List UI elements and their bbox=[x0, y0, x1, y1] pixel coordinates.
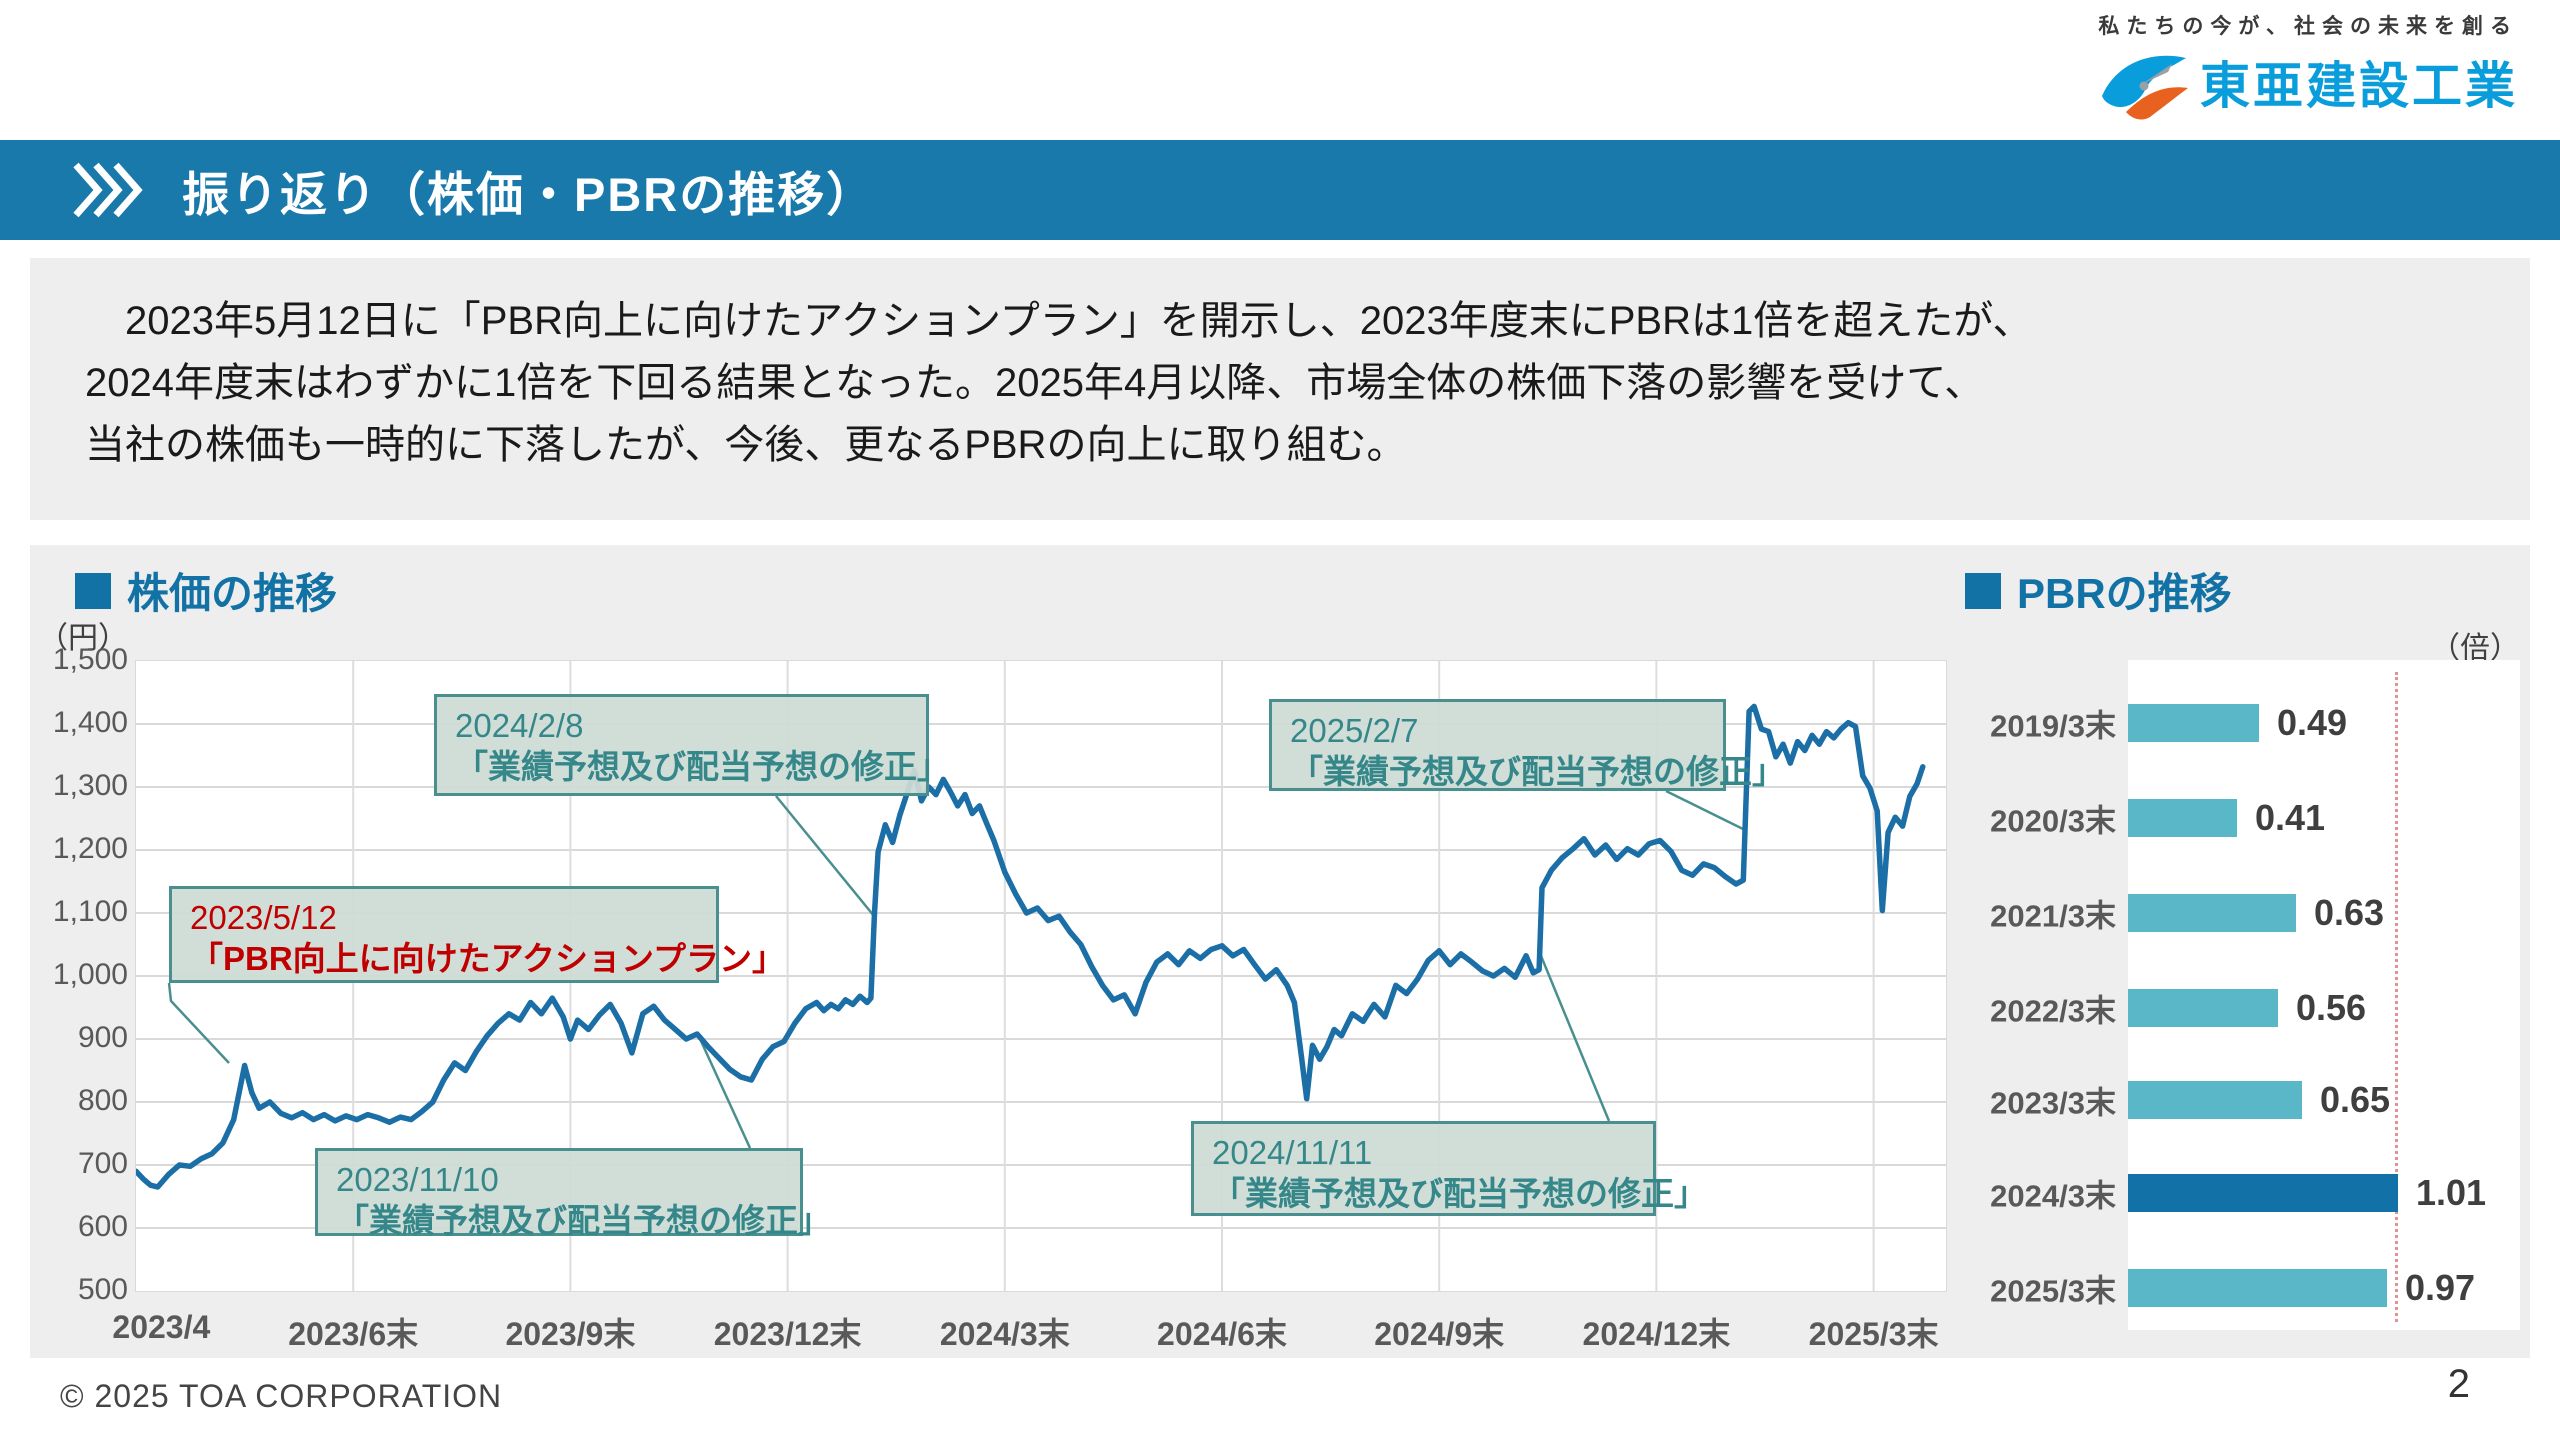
annotation-label: 「PBR向上に向けたアクションプラン」 bbox=[190, 940, 786, 978]
summary-panel: 2023年5月12日に「PBR向上に向けたアクションプラン」を開示し、2023年… bbox=[30, 258, 2530, 520]
y-axis-tick: 1,300 bbox=[52, 769, 128, 802]
annotation-date: 2023/5/12 bbox=[190, 899, 337, 936]
pbr-bar bbox=[2128, 799, 2237, 837]
pbr-category-label: 2025/3末 bbox=[1990, 1273, 2116, 1309]
annotation-date: 2025/2/7 bbox=[1290, 712, 1419, 749]
company-logo: 私たちの今が、社会の未来を創る 東亜建設工業 bbox=[2098, 10, 2518, 126]
x-axis-tick: 2023/4 bbox=[112, 1309, 211, 1345]
stock-price-plot-area: 1,500 1,400 1,300 1,200 1,100 1,000 900 800 700 6… bbox=[53, 643, 1947, 1352]
page-number: 2 bbox=[2447, 1362, 2470, 1406]
page-title: 振り返り（株価・PBRの推移） bbox=[182, 167, 876, 221]
y-axis-tick: 500 bbox=[77, 1273, 128, 1306]
pbr-bar bbox=[2128, 894, 2296, 932]
pbr-bar bbox=[2128, 989, 2278, 1027]
pbr-bar bbox=[2128, 1174, 2398, 1212]
annotation-label: 「業績予想及び配当予想の修正」 bbox=[1212, 1175, 1707, 1213]
logo-row: 東亜建設工業 bbox=[2098, 46, 2518, 126]
stock-chart-title-text: 株価の推移 bbox=[127, 570, 338, 617]
x-axis-tick: 2023/9末 bbox=[505, 1316, 636, 1352]
annotation-revision-2023-11: 2023/11/10 「業績予想及び配当予想の修正」 bbox=[315, 1148, 831, 1239]
pbr-plot-area: 0.49 0.41 0.63 0.56 0.65 1.01 0.97 bbox=[2128, 660, 2520, 1330]
pbr-category-label: 2023/3末 bbox=[1990, 1085, 2116, 1121]
pbr-bar bbox=[2128, 1269, 2387, 1307]
pbr-category-label: 2022/3末 bbox=[1990, 993, 2116, 1029]
top-band: 私たちの今が、社会の未来を創る 東亜建設工業 bbox=[0, 0, 2560, 140]
pbr-bar bbox=[2128, 704, 2259, 742]
x-axis-tick: 2023/6末 bbox=[288, 1316, 419, 1352]
pbr-category-label: 2020/3末 bbox=[1990, 803, 2116, 839]
pbr-chart-title: PBRの推移 bbox=[1965, 560, 2232, 621]
x-axis-tick: 2024/3末 bbox=[939, 1316, 1070, 1352]
annotation-revision-2025-2: 2025/2/7 「業績予想及び配当予想の修正」 bbox=[1269, 699, 1785, 791]
annotation-label: 「業績予想及び配当予想の修正」 bbox=[1290, 753, 1785, 791]
pbr-value-label: 0.65 bbox=[2320, 1079, 2391, 1120]
y-axis-tick: 1,400 bbox=[52, 706, 128, 739]
copyright: © 2025 TOA CORPORATION bbox=[60, 1378, 503, 1414]
pbr-category-label: 2021/3末 bbox=[1990, 898, 2116, 934]
pbr-chart-title-text: PBRの推移 bbox=[2017, 570, 2232, 617]
annotation-date: 2024/2/8 bbox=[455, 707, 584, 744]
pbr-value-label: 1.01 bbox=[2416, 1172, 2487, 1213]
swallow-bird-icon bbox=[2102, 55, 2188, 120]
pbr-category-label: 2024/3末 bbox=[1990, 1178, 2116, 1214]
summary-line: 2024年度末はわずかに1倍を下回る結果となった。2025年4月以降、市場全体の… bbox=[85, 361, 1985, 405]
pbr-bar bbox=[2128, 1081, 2302, 1119]
x-axis-tick: 2024/9末 bbox=[1374, 1316, 1505, 1352]
slide-title-bar: 振り返り（株価・PBRの推移） bbox=[0, 140, 2560, 240]
y-axis-tick: 600 bbox=[77, 1210, 128, 1243]
pbr-value-label: 0.97 bbox=[2405, 1267, 2476, 1308]
pbr-value-label: 0.41 bbox=[2255, 797, 2326, 838]
summary-line: 当社の株価も一時的に下落したが、今後、更なるPBRの向上に取り組む。 bbox=[85, 423, 1407, 467]
stock-price-line bbox=[136, 703, 1926, 1190]
x-axis-tick: 2023/12末 bbox=[713, 1316, 862, 1352]
annotation-revision-2024-2: 2024/2/8 「業績予想及び配当予想の修正」 bbox=[434, 694, 950, 796]
pbr-value-label: 0.49 bbox=[2277, 702, 2348, 743]
annotation-label: 「業績予想及び配当予想の修正」 bbox=[455, 748, 950, 786]
x-axis-tick: 2025/3末 bbox=[1808, 1316, 1939, 1352]
y-axis-tick: 1,200 bbox=[52, 832, 128, 865]
y-axis-tick: 900 bbox=[77, 1021, 128, 1054]
pbr-value-label: 0.56 bbox=[2296, 987, 2367, 1028]
annotation-label: 「業績予想及び配当予想の修正」 bbox=[336, 1202, 831, 1240]
y-axis-tick: 800 bbox=[77, 1084, 128, 1117]
y-axis-tick: 700 bbox=[77, 1147, 128, 1180]
logo-tagline: 私たちの今が、社会の未来を創る bbox=[2098, 15, 2518, 38]
x-axis-tick: 2024/6末 bbox=[1157, 1316, 1287, 1352]
annotation-revision-2024-11: 2024/11/11 「業績予想及び配当予想の修正」 bbox=[1191, 1121, 1707, 1216]
pbr-reference-line-1x bbox=[2395, 672, 2398, 1322]
annotation-date: 2024/11/11 bbox=[1212, 1134, 1373, 1171]
annotation-date: 2023/11/10 bbox=[336, 1161, 499, 1198]
stock-chart-unit: （円） bbox=[38, 622, 128, 655]
pbr-value-label: 0.63 bbox=[2314, 892, 2385, 933]
blue-square-bullet bbox=[75, 572, 111, 609]
charts-panel: 株価の推移 （円） 1,500 1,400 1,300 1,200 1,100 1,000… bbox=[30, 545, 2530, 1358]
annotation-action-plan: 2023/5/12 「PBR向上に向けたアクションプラン」 bbox=[169, 886, 786, 983]
pbr-category-label: 2019/3末 bbox=[1990, 708, 2116, 744]
company-name: 東亜建設工業 bbox=[2200, 58, 2518, 114]
triple-chevron-icon bbox=[73, 162, 143, 218]
y-axis-tick: 1,000 bbox=[52, 958, 128, 991]
blue-square-bullet bbox=[1965, 572, 2001, 609]
pbr-chart-unit: （倍） bbox=[2430, 632, 2520, 665]
stock-chart-title: 株価の推移 bbox=[75, 560, 337, 621]
y-axis-tick: 1,500 bbox=[52, 643, 128, 676]
y-axis-tick: 1,100 bbox=[52, 895, 128, 928]
x-axis-tick: 2024/12末 bbox=[1582, 1316, 1731, 1352]
summary-line: 2023年5月12日に「PBR向上に向けたアクションプラン」を開示し、2023年… bbox=[85, 299, 2033, 343]
